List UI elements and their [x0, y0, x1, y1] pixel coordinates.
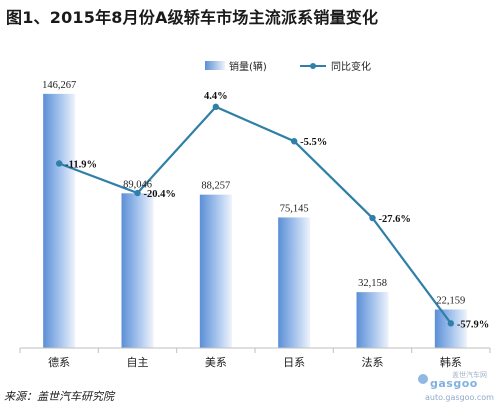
- yoy-label: -27.6%: [379, 214, 411, 225]
- yoy-line: [58, 105, 452, 324]
- category-label: 法系: [362, 355, 384, 369]
- yoy-point-5: [447, 320, 455, 327]
- yoy-label: -57.9%: [457, 319, 489, 330]
- labels-layer: 146,267 89,046 88,257 75,145 32,158 22,159 -11…: [42, 80, 489, 330]
- legend-bar-swatch: [205, 61, 225, 70]
- yoy-point-3: [290, 138, 298, 145]
- bar-value-label: 89,046: [123, 179, 152, 190]
- yoy-point-0: [55, 160, 63, 167]
- watermark-badge-icon: [418, 374, 428, 384]
- yoy-point-1: [134, 189, 141, 197]
- bars-layer: [43, 93, 467, 348]
- yoy-point-4: [369, 214, 376, 222]
- bar-2: [199, 194, 232, 348]
- watermark-logo: gasgoo: [430, 377, 478, 390]
- legend: 销量(辆) 同比变化: [205, 60, 371, 73]
- bar-0: [43, 93, 76, 348]
- category-label: 美系: [205, 356, 227, 369]
- yoy-point-2: [212, 103, 220, 111]
- bar-1: [121, 193, 154, 348]
- chart-title: 图1、2015年8月份A级轿车市场主流派系销量变化: [6, 8, 379, 27]
- legend-line-marker: [310, 63, 316, 69]
- axis-layer: 德系 自主 美系 日系 法系 韩系: [19, 347, 491, 369]
- legend-line-label: 同比变化: [331, 60, 371, 73]
- source-note: 来源：盖世汽车研究院: [4, 390, 114, 403]
- legend-bar-label: 销量(辆): [229, 60, 267, 73]
- bar-value-label: 32,158: [358, 278, 387, 289]
- yoy-label: -20.4%: [144, 189, 176, 200]
- watermark-url: auto.gasgoo.com: [425, 393, 494, 402]
- line-layer: [55, 103, 455, 327]
- category-label: 自主: [127, 356, 149, 369]
- watermark-cn: 盖世汽车网: [452, 371, 487, 379]
- bar-3: [278, 217, 311, 348]
- bar-value-label: 88,257: [201, 181, 230, 192]
- bar-5: [434, 309, 467, 348]
- yoy-label: -11.9%: [65, 159, 97, 170]
- category-label: 日系: [283, 356, 305, 369]
- yoy-label: -5.5%: [300, 137, 327, 148]
- bar-value-label: 22,159: [436, 295, 465, 306]
- bar-value-label: 75,145: [280, 203, 309, 214]
- bar-4: [356, 292, 389, 348]
- yoy-label: 4.4%: [204, 91, 228, 102]
- category-label: 德系: [48, 355, 70, 369]
- bar-value-label: 146,267: [42, 80, 76, 91]
- category-label: 韩系: [440, 355, 462, 369]
